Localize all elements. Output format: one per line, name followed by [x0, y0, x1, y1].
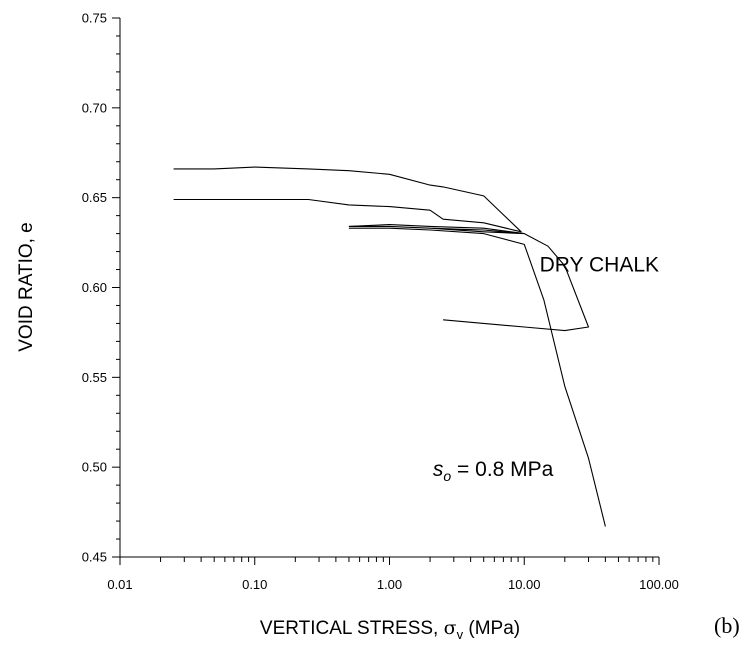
y-tick-label: 0.75	[82, 11, 107, 26]
y-tick-label: 0.55	[82, 370, 107, 385]
suction-value: = 0.8 MPa	[451, 458, 553, 481]
y-tick-label: 0.65	[82, 190, 107, 205]
x-tick-label: 0.01	[107, 577, 132, 592]
suction-annotation: so = 0.8 MPa	[433, 458, 554, 484]
x-ticks: 0.01 0.10 1.00 10.00 100.00	[107, 557, 679, 592]
dry-chalk-annotation: DRY CHALK	[540, 253, 659, 276]
series-line-1	[173, 166, 522, 233]
x-axis-title: VERTICAL STRESS, σv (MPa)	[260, 617, 520, 642]
x-axis-title-unit: (MPa)	[463, 618, 520, 639]
series-line-3	[348, 224, 590, 332]
x-tick-label: 0.10	[242, 577, 267, 592]
sigma-subscript: v	[457, 627, 464, 642]
x-tick-label: 1.00	[377, 577, 402, 592]
y-tick-label: 0.70	[82, 100, 107, 115]
x-tick-label: 100.00	[639, 577, 679, 592]
axes	[119, 18, 659, 558]
x-tick-label: 10.00	[508, 577, 541, 592]
x-axis-title-main: VERTICAL STRESS,	[260, 618, 444, 639]
sigma-symbol: σ	[444, 617, 457, 639]
y-tick-label: 0.50	[82, 460, 107, 475]
y-tick-label: 0.45	[82, 550, 107, 565]
series-line-4	[348, 227, 606, 527]
y-axis-title: VOID RATIO, e	[16, 222, 37, 352]
panel-label: (b)	[714, 613, 740, 638]
suction-symbol: s	[433, 458, 444, 481]
data-series	[173, 166, 606, 527]
suction-subscript: o	[443, 468, 451, 484]
y-tick-label: 0.60	[82, 280, 107, 295]
y-ticks: 0.45 0.50 0.55 0.60 0.65 0.70 0.75	[82, 11, 120, 565]
